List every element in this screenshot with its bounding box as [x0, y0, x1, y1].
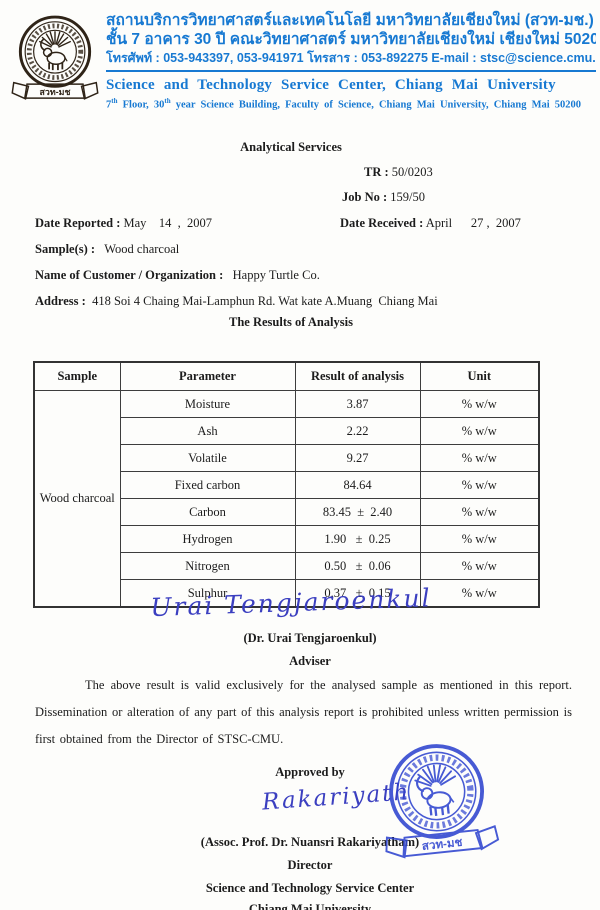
addr-superscript: th	[164, 97, 171, 105]
customer-label: Name of Customer / Organization :	[35, 268, 224, 282]
date-reported-label: Date Reported :	[35, 216, 121, 230]
result-cell: 0.50 ± 0.06	[294, 552, 421, 580]
addr-part: year Science Building, Faculty of Scienc…	[170, 99, 582, 111]
table-row: Volatile 9.27 % w/w	[34, 444, 540, 472]
unit-cell: % w/w	[419, 579, 540, 608]
result-cell: 0.37 ± 0.15	[294, 579, 421, 608]
unit-cell: % w/w	[419, 390, 540, 418]
unit-cell: % w/w	[419, 498, 540, 526]
approval-stamp-icon	[371, 725, 506, 885]
job-label: Job No :	[342, 190, 388, 204]
header-result: Result of analysis	[294, 361, 421, 391]
approver-org-line2: Chiang Mai University	[248, 902, 372, 910]
adviser-name: (Dr. Urai Tengjaroenkul)	[243, 631, 377, 645]
date-received-value: April 27 , 2007	[425, 216, 521, 230]
unit-cell: % w/w	[419, 444, 540, 472]
parameter-cell: Volatile	[119, 444, 296, 472]
sample-label: Sample(s) :	[35, 242, 96, 256]
approver-org-line1: Science and Technology Service Center	[205, 881, 415, 895]
results-section-title: The Results of Analysis	[229, 315, 353, 329]
addr-superscript: th	[111, 97, 118, 105]
customer-value: Happy Turtle Co.	[232, 268, 320, 282]
date-reported-value: May 14 , 2007	[123, 216, 213, 230]
table-row: Wood charcoal Moisture 3.87 % w/w	[33, 390, 540, 608]
parameter-cell: Carbon	[119, 498, 296, 526]
results-table: Sample Parameter Result of analysis Unit…	[33, 361, 540, 608]
table-header-row: Sample Parameter Result of analysis Unit	[33, 361, 540, 391]
address-value: 418 Soi 4 Chaing Mai-Lamphun Rd. Wat kat…	[92, 294, 438, 308]
job-number-line: Job No : 159/50	[342, 190, 425, 205]
table-row: Nitrogen 0.50 ± 0.06 % w/w	[34, 552, 540, 580]
result-cell: 3.87	[294, 390, 421, 418]
result-cell: 83.45 ± 2.40	[294, 498, 421, 526]
date-received-label: Date Received :	[340, 216, 424, 230]
unit-cell: % w/w	[419, 417, 540, 445]
approver-title: Director	[287, 858, 333, 872]
unit-cell: % w/w	[419, 552, 540, 580]
adviser-title: Adviser	[289, 654, 331, 668]
result-cell: 84.64	[294, 471, 421, 499]
table-row: Carbon 83.45 ± 2.40 % w/w	[34, 498, 540, 526]
parameter-cell: Sulphur	[119, 579, 296, 608]
header-sample: Sample	[33, 361, 121, 391]
letterhead-thai-address: ชั้น 7 อาคาร 30 ปี คณะวิทยาศาสตร์ มหาวิท…	[106, 31, 596, 48]
disclaimer-paragraph: The above result is valid exclusively fo…	[35, 677, 572, 747]
sample-value: Wood charcoal	[104, 242, 180, 256]
tr-label: TR :	[364, 165, 389, 179]
job-value: 159/50	[390, 190, 426, 204]
cmu-seal-logo-icon	[8, 6, 102, 118]
addr-part: 7	[106, 99, 112, 111]
parameter-cell: Nitrogen	[119, 552, 296, 580]
date-reported-line: Date Reported : May 14 , 2007	[35, 216, 212, 231]
result-cell: 9.27	[294, 444, 421, 472]
result-cell: 1.90 ± 0.25	[294, 525, 421, 553]
letterhead-thai-org: สถานบริการวิทยาศาสตร์และเทคโนโลยี มหาวิท…	[106, 12, 594, 29]
letterhead-text: สถานบริการวิทยาศาสตร์และเทคโนโลยี มหาวิท…	[106, 6, 596, 118]
table-row: Sulphur 0.37 ± 0.15 % w/w	[34, 579, 540, 608]
header-parameter: Parameter	[119, 361, 296, 391]
parameter-cell: Ash	[119, 417, 296, 445]
approved-by-label: Approved by	[275, 765, 345, 779]
sample-name-cell: Wood charcoal	[33, 390, 121, 608]
sample-line: Sample(s) : Wood charcoal	[35, 242, 179, 257]
addr-part: Floor, 30	[117, 99, 165, 111]
header-unit: Unit	[419, 361, 540, 391]
table-row: Hydrogen 1.90 ± 0.25 % w/w	[34, 525, 540, 553]
approver-name: (Assoc. Prof. Dr. Nuansri Rakariyatham)	[200, 835, 420, 849]
address-line: Address : 418 Soi 4 Chaing Mai-Lamphun R…	[35, 294, 438, 309]
address-label: Address :	[35, 294, 86, 308]
document-title: Analytical Services	[240, 140, 342, 154]
parameter-cell: Hydrogen	[119, 525, 296, 553]
unit-cell: % w/w	[419, 525, 540, 553]
letterhead-divider	[106, 70, 596, 72]
unit-cell: % w/w	[419, 471, 540, 499]
result-cell: 2.22	[294, 417, 421, 445]
letterhead-address-en: 7th Floor, 30th year Science Building, F…	[106, 94, 596, 113]
parameter-cell: Fixed carbon	[119, 471, 296, 499]
letterhead: สถานบริการวิทยาศาสตร์และเทคโนโลยี มหาวิท…	[8, 6, 596, 118]
tr-number-line: TR : 50/0203	[364, 165, 433, 180]
tr-value: 50/0203	[391, 165, 433, 179]
date-received-line: Date Received : April 27 , 2007	[340, 216, 521, 231]
letterhead-org-en: Science and Technology Service Center, C…	[106, 77, 556, 93]
customer-line: Name of Customer / Organization : Happy …	[35, 268, 320, 283]
parameter-cell: Moisture	[119, 390, 296, 418]
letterhead-thai-contact: โทรศัพท์ : 053-943397, 053-941971 โทรสาร…	[106, 51, 596, 65]
